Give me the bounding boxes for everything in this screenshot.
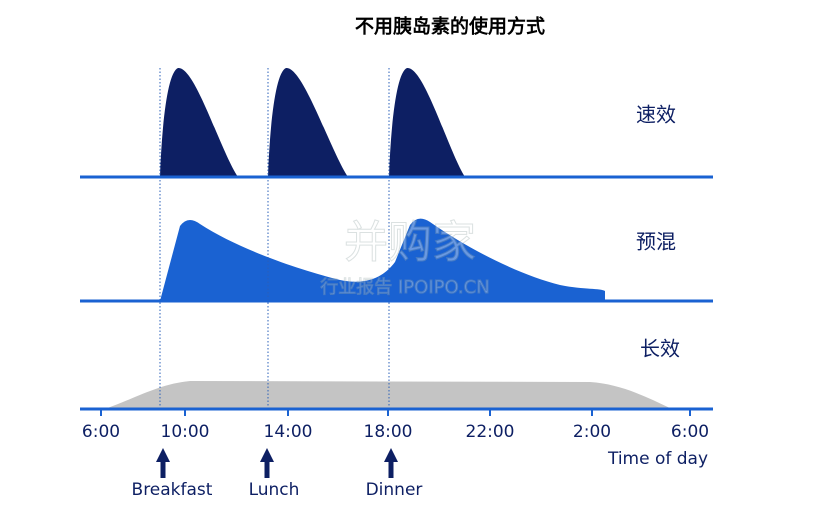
rapid-curves xyxy=(160,67,465,177)
tick-label: 6:00 xyxy=(671,422,709,442)
meal-label: Lunch xyxy=(249,480,300,500)
premixed-curve xyxy=(160,218,605,301)
meal-arrows xyxy=(156,448,398,478)
tick-label: 10:00 xyxy=(161,422,210,442)
watermark-name: 并购家 xyxy=(344,217,476,268)
tick-label: 18:00 xyxy=(364,422,413,442)
x-axis-title: Time of day xyxy=(607,449,708,469)
watermark: 并购家 行业报告 IPOIPO.CN xyxy=(320,217,490,299)
tick-labels: 6:00 10:00 14:00 18:00 22:00 2:00 6:00 xyxy=(82,422,709,442)
watermark-subtitle: 行业报告 IPOIPO.CN xyxy=(320,277,489,298)
meal-label: Breakfast xyxy=(132,480,213,500)
ticks xyxy=(100,409,691,416)
row-label: 速效 xyxy=(636,103,676,127)
tick-label: 22:00 xyxy=(466,422,515,442)
row-label: 长效 xyxy=(640,337,680,361)
title: 不用胰岛素的使用方式 xyxy=(355,15,545,38)
meal-label: Dinner xyxy=(366,480,423,500)
row-label: 预混 xyxy=(636,230,676,254)
tick-label: 14:00 xyxy=(264,422,313,442)
meal-lines xyxy=(159,68,390,409)
tick-label: 6:00 xyxy=(82,422,120,442)
tick-label: 2:00 xyxy=(573,422,611,442)
